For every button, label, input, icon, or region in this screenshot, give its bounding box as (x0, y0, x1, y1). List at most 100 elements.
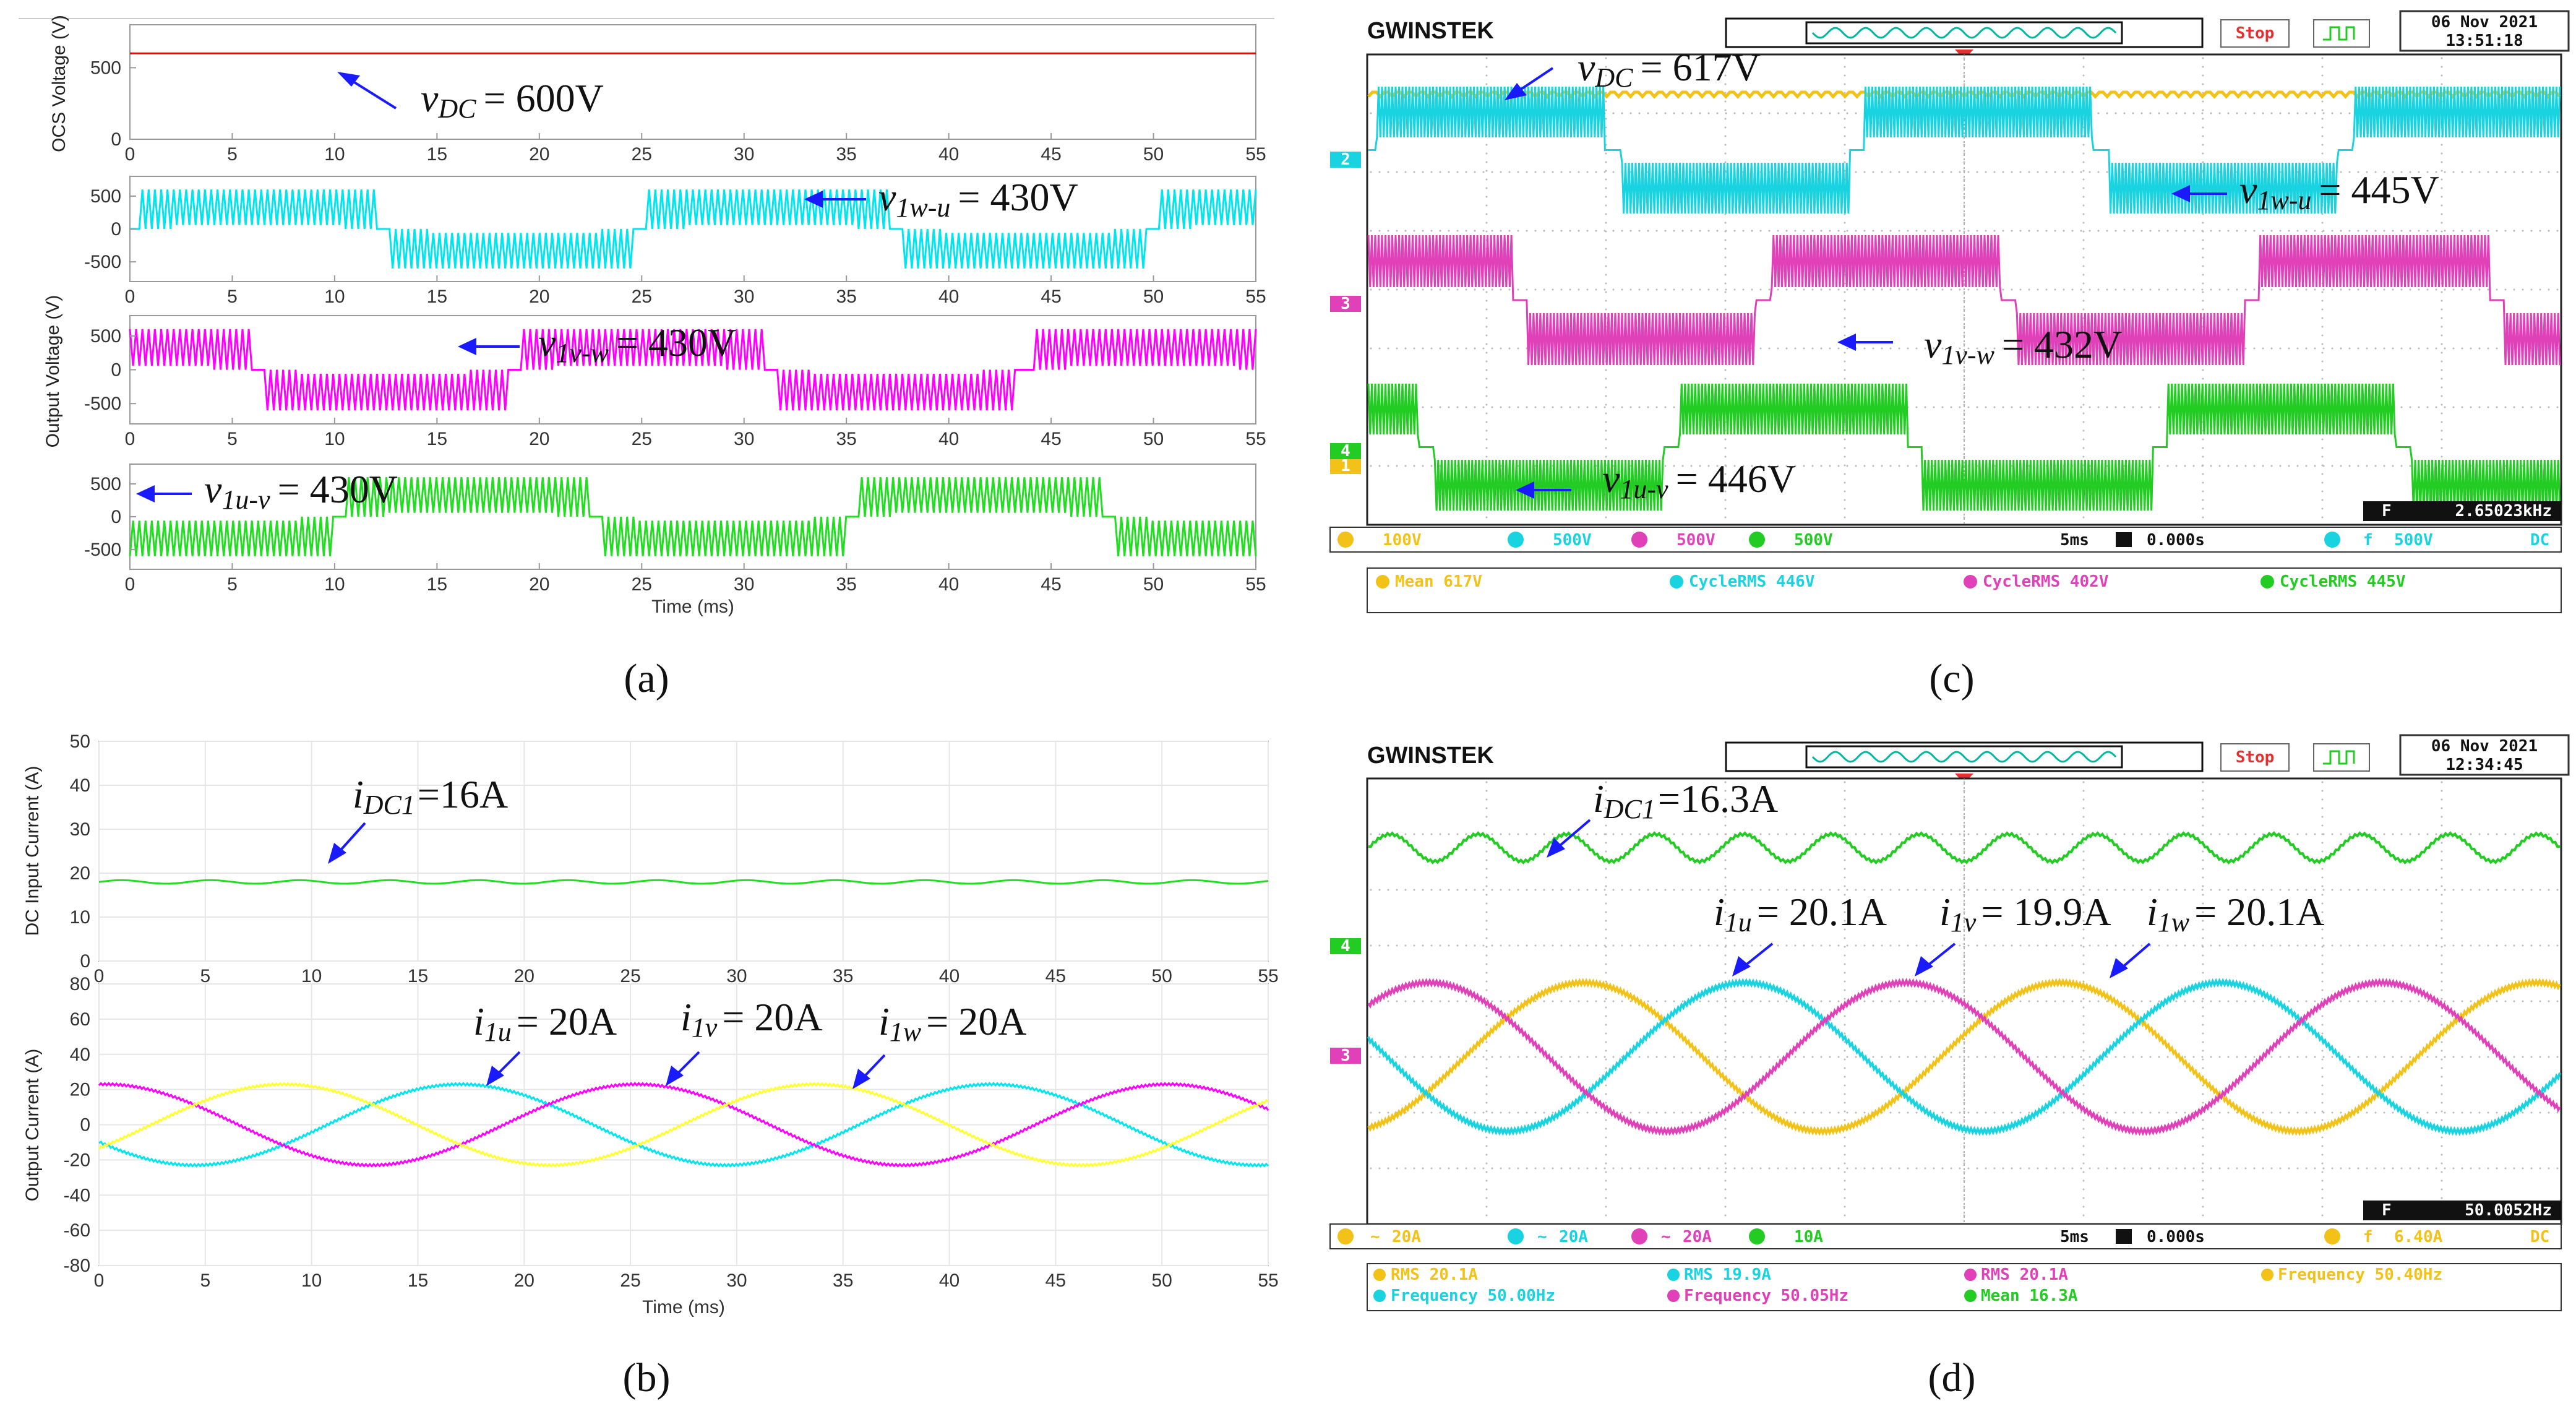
b-ytick-label: -40 (64, 1185, 90, 1205)
svg-text:3: 3 (1341, 1046, 1350, 1065)
a-ann4-val: = 430V (278, 467, 398, 511)
a-xtick-label: 5 (227, 429, 238, 449)
a-xtick-label: 15 (427, 144, 447, 165)
svg-text:RMS 20.1A: RMS 20.1A (1391, 1265, 1478, 1284)
svg-text:F: F (2382, 502, 2392, 520)
d-time: 12:34:45 (2445, 756, 2523, 774)
b-xtick-label: 35 (833, 966, 853, 986)
svg-text:iDC1=16A: iDC1=16A (353, 772, 508, 820)
a-xtick-label: 45 (1041, 429, 1061, 449)
a-annotations: vDC = 600V v1w-u = 430V v1v-w = 430V v1u-v =… (136, 72, 1078, 515)
d-measure-row (1367, 1263, 2562, 1311)
svg-text:500V: 500V (1677, 531, 1715, 550)
a-trace-v1v-w (129, 329, 1257, 411)
b-xtick-label: 0 (94, 1270, 105, 1291)
b-ytick-label: 20 (70, 1080, 90, 1100)
b-xtick-label: 30 (726, 966, 747, 986)
c-scale-row (1329, 527, 2562, 553)
a-xtick-label: 0 (125, 574, 135, 595)
a-xtick-label: 55 (1245, 144, 1266, 165)
a-xtick-label: 20 (529, 574, 549, 595)
a-ylabel-top: OCS Voltage (V) (49, 15, 69, 152)
c-freq-readout: 2.65023kHz (2455, 502, 2552, 520)
a-top-frame (129, 24, 1256, 140)
d-stop-button[interactable] (2220, 743, 2290, 772)
svg-text:CycleRMS 445V: CycleRMS 445V (2280, 572, 2406, 591)
b-xtick-label: 20 (514, 1270, 535, 1291)
b-xtick-label: 55 (1258, 966, 1278, 986)
d-date: 06 Nov 2021 (2431, 737, 2538, 756)
a-ann2-val: = 430V (958, 175, 1078, 219)
svg-text:1: 1 (1341, 457, 1350, 475)
a-xtick-label: 45 (1041, 574, 1061, 595)
svg-text:0.000s: 0.000s (2147, 1228, 2205, 1246)
b-trace-i1w (98, 1082, 1269, 1168)
a-xtick-label: 35 (836, 574, 856, 595)
a-xtick-label: 50 (1143, 574, 1164, 595)
a-xtick-label: 5 (227, 574, 238, 595)
svg-text:100V: 100V (1383, 531, 1422, 550)
svg-text:20A: 20A (1392, 1228, 1421, 1246)
b-xtick-label: 5 (200, 966, 210, 986)
b-xtick-label: 50 (1151, 1270, 1172, 1291)
b-xtick-label: 55 (1258, 1270, 1278, 1291)
svg-text:v1u-v= 430V: v1u-v = 430V (204, 467, 398, 515)
c-freq-box (2363, 501, 2561, 521)
svg-text:vDC= 617V: vDC = 617V (1578, 45, 1761, 93)
b-ytick-label: 10 (70, 907, 90, 928)
a-ann4-sub: 1u-v (221, 485, 270, 515)
b-ylabel-top: DC Input Current (A) (22, 765, 43, 936)
b-trace-i1u (98, 1082, 1269, 1168)
svg-text:DC: DC (2530, 531, 2549, 550)
a-ytick-label: -500 (84, 394, 121, 414)
b-xtick-label: 25 (620, 1270, 640, 1291)
b-xlabel: Time (ms) (642, 1297, 725, 1317)
svg-text:3: 3 (1341, 295, 1350, 313)
a-trace-v1u-v (129, 477, 1257, 556)
a-ann1-val: = 600V (484, 76, 604, 120)
a-ytick-label: 0 (111, 507, 121, 527)
a-xtick-label: 40 (938, 144, 959, 165)
a-ytick-label: 500 (90, 326, 121, 347)
svg-text:10A: 10A (1794, 1228, 1823, 1246)
b-ann3-sub: 1v (692, 1012, 718, 1043)
svg-text:500V: 500V (1794, 531, 1833, 550)
a-xtick-label: 15 (427, 429, 447, 449)
d-status: Stop (2236, 748, 2275, 767)
b-grid (98, 741, 1269, 1266)
a-ann2-sym: v (878, 175, 896, 219)
c-trace-vwu (1368, 86, 2561, 214)
svg-text:v1w-u= 445V: v1w-u = 445V (2239, 168, 2439, 215)
b-ytick-label: -60 (64, 1220, 90, 1241)
b-annotations: iDC1=16A i1u = 20A i1v = 20A i1w = 20A (328, 772, 1026, 1089)
svg-text:5ms: 5ms (2060, 531, 2089, 550)
b-xtick-label: 40 (939, 1270, 960, 1291)
a-xtick-label: 15 (427, 287, 447, 307)
svg-text:v1v-w= 430V: v1v-w = 430V (538, 321, 736, 368)
b-ann3-sym: i (680, 995, 692, 1039)
a-ytick-label: 0 (111, 129, 121, 150)
a-xtick-label: 25 (632, 287, 652, 307)
c-stop-button[interactable] (2220, 19, 2290, 48)
panel-c: GWINSTEK Stop 06 Nov 2021 13:51:18 2 3 1… (1329, 10, 2570, 701)
d-trace-i1u (1367, 978, 2561, 1136)
svg-text:vDC= 600V: vDC = 600V (421, 76, 604, 124)
svg-text:i1u= 20A: i1u = 20A (473, 999, 617, 1047)
d-trace-i1w (1367, 978, 2561, 1136)
svg-text:F: F (2382, 1201, 2392, 1220)
svg-text:f: f (2363, 1228, 2373, 1246)
a-xlabel: Time (ms) (651, 597, 734, 617)
d-measurements: RMS 20.1A RMS 19.9A RMS 20.1A Frequency … (1373, 1265, 2442, 1305)
a-ytick-label: 500 (90, 474, 121, 494)
a-xtick-label: 55 (1245, 429, 1266, 449)
b-ytick-label: -20 (64, 1150, 90, 1170)
b-ann2-sub: 1u (484, 1017, 512, 1047)
d-scale-items: ~ 20A ~ 20A ~ 20A 10A 5ms 0.000s f 6.40A… (1337, 1228, 2549, 1246)
b-ann1-sym: i (353, 772, 364, 816)
a-xtick-label: 55 (1245, 574, 1266, 595)
a-ann1-sub: DC (437, 93, 476, 124)
b-xtick-label: 25 (620, 966, 640, 986)
svg-text:f: f (2363, 531, 2373, 550)
